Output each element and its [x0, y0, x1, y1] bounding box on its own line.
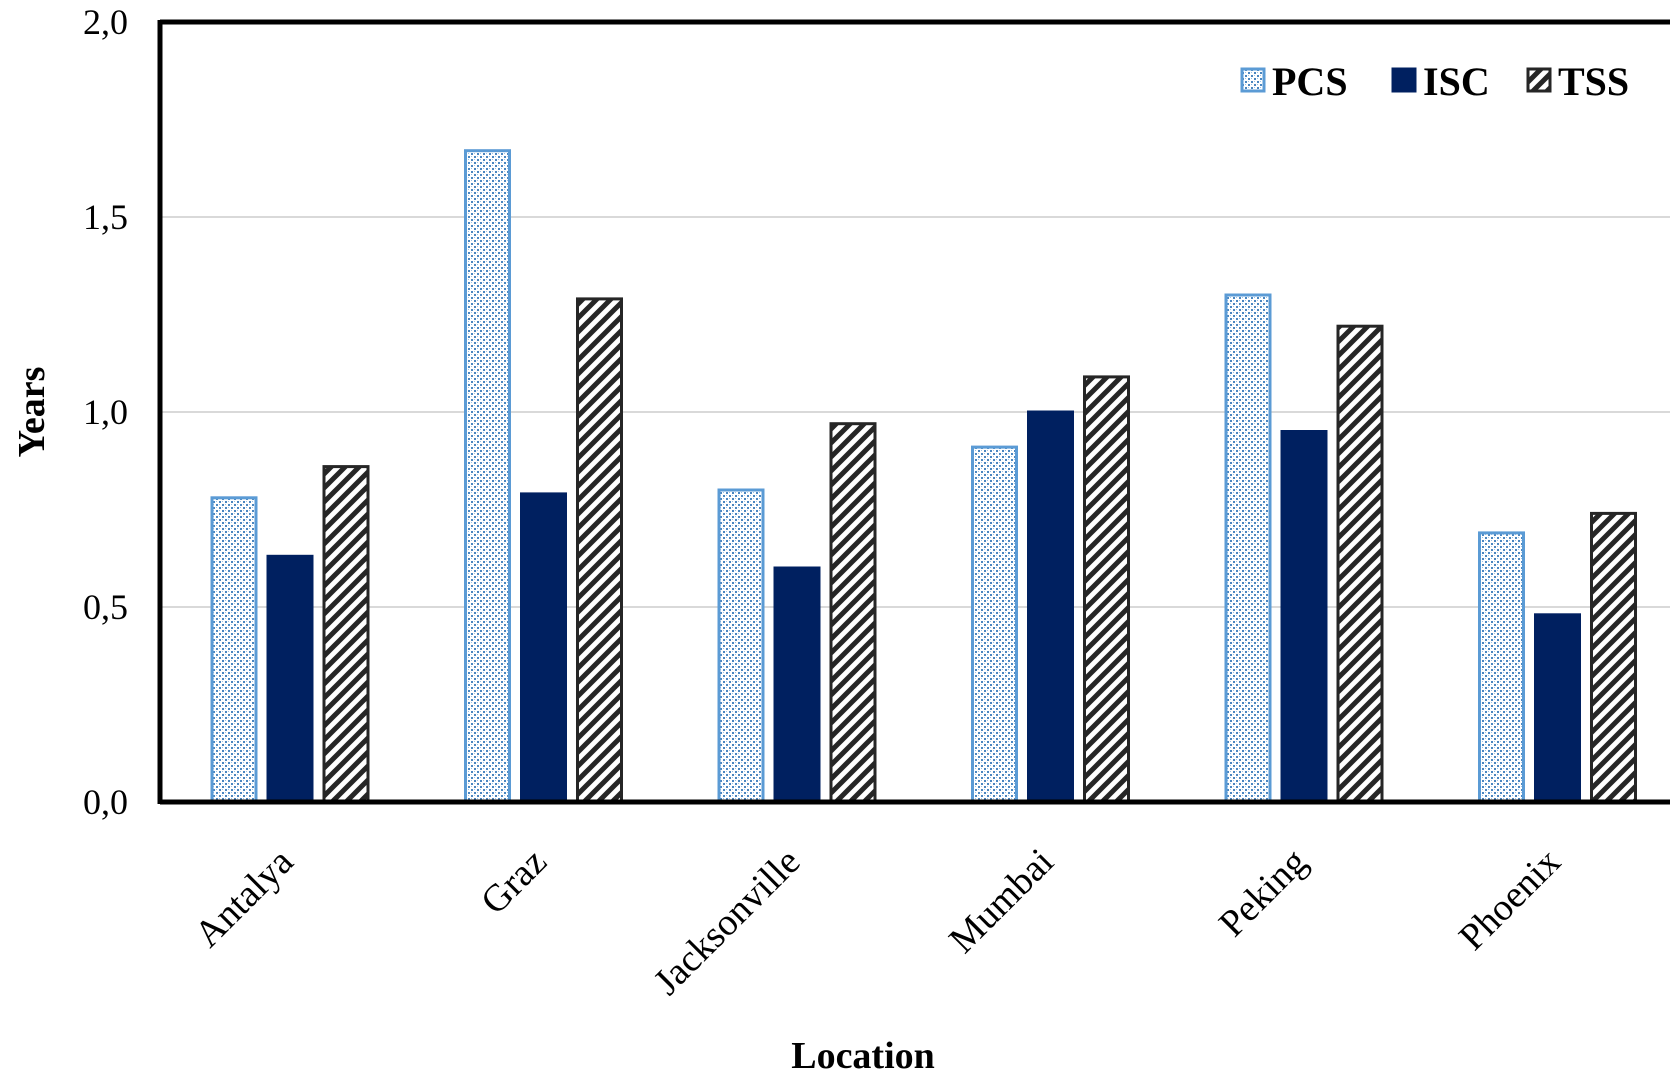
x-tick-labels: Antalya Graz Jacksonville Mumbai Peking Phoen… — [187, 841, 1569, 1004]
legend-swatch-tss — [1526, 67, 1552, 93]
bar-tss-phoenix — [1590, 511, 1637, 804]
y-axis-title: Years — [11, 367, 53, 458]
legend: PCS ISC TSS — [1240, 59, 1629, 104]
bar-tss-graz — [576, 297, 623, 804]
x-tick-label: Mumbai — [941, 841, 1062, 962]
bar-pcs-graz — [464, 149, 511, 804]
bar-pcs-phoenix — [1478, 531, 1525, 804]
bar-isc-mumbai — [1027, 410, 1074, 804]
x-axis-title: Location — [791, 1035, 935, 1074]
y-tick-label: 1,5 — [83, 197, 128, 237]
bar-isc-antalya — [266, 554, 314, 804]
y-tick-label: 0,5 — [83, 587, 128, 627]
legend-swatch-isc — [1391, 67, 1417, 93]
bar-pcs-jacksonville — [717, 488, 765, 804]
bar-isc-graz — [520, 492, 567, 804]
gridlines — [160, 216, 1670, 608]
bars — [210, 149, 1637, 804]
x-tick-label: Phoenix — [1451, 841, 1569, 959]
x-tick-label: Graz — [473, 841, 555, 923]
y-tick-label: 1,0 — [83, 392, 128, 432]
bar-tss-mumbai — [1083, 375, 1130, 804]
legend-label-pcs: PCS — [1272, 59, 1348, 104]
bar-isc-jacksonville — [773, 566, 821, 804]
x-tick-label: Antalya — [187, 841, 302, 956]
legend-label-tss: TSS — [1558, 59, 1629, 104]
bar-pcs-mumbai — [971, 445, 1018, 804]
x-tick-label: Peking — [1211, 841, 1315, 945]
x-tick-label: Jacksonville — [646, 841, 809, 1004]
bar-isc-phoenix — [1534, 613, 1581, 804]
axes — [157, 19, 1670, 805]
y-tick-label: 2,0 — [83, 2, 128, 42]
bar-pcs-peking — [1224, 293, 1272, 804]
legend-label-isc: ISC — [1423, 59, 1490, 104]
y-tick-labels: 0,0 0,5 1,0 1,5 2,0 — [83, 2, 128, 822]
bar-pcs-antalya — [210, 496, 258, 804]
bar-tss-antalya — [322, 465, 370, 804]
y-tick-label: 0,0 — [83, 782, 128, 822]
legend-swatch-pcs — [1240, 67, 1266, 93]
bar-isc-peking — [1280, 430, 1328, 804]
bar-tss-peking — [1336, 324, 1384, 804]
bar-tss-jacksonville — [829, 422, 877, 804]
